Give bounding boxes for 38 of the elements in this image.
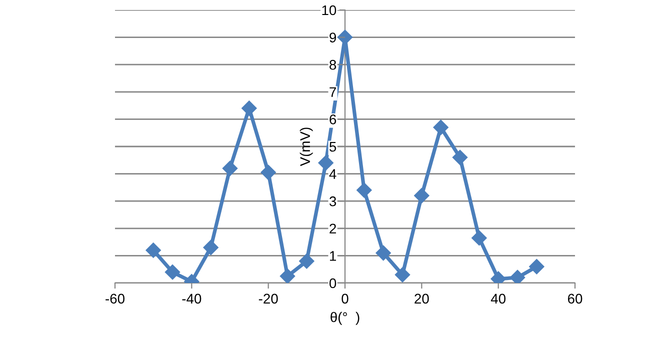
x-axis-title: θ(° ) (330, 312, 360, 325)
point (529, 259, 544, 274)
y-tick-label: 9 (330, 32, 336, 42)
y-tick-label: 7 (330, 87, 336, 97)
point (414, 188, 430, 204)
y-tick-label: 6 (330, 114, 336, 124)
point (280, 268, 296, 283)
point (299, 254, 314, 269)
x-tick-label: 0 (342, 294, 348, 304)
y-tick-label: 1 (330, 251, 336, 261)
point (510, 270, 526, 283)
point (376, 245, 391, 261)
y-tick-label: 0 (329, 278, 336, 288)
x-tick-label: 60 (568, 294, 582, 304)
y-tick-label: 5 (330, 142, 336, 152)
point (242, 100, 257, 116)
point (164, 264, 180, 280)
point (222, 160, 238, 176)
y-tick-label: 8 (330, 60, 336, 70)
x-tick-label: -40 (182, 294, 202, 304)
point (318, 155, 334, 170)
x-tick-label: -60 (106, 294, 124, 304)
y-tick-label: 2 (330, 224, 336, 234)
y-axis-title: V(mV) (300, 128, 313, 166)
point (356, 182, 372, 198)
point (203, 240, 218, 256)
x-tick-label: 20 (414, 294, 429, 304)
point (452, 150, 468, 165)
y-tick-label: 3 (329, 196, 336, 206)
x-tick-label: 40 (490, 294, 506, 304)
point (146, 242, 161, 258)
y-tick-label: 4 (329, 169, 336, 179)
y-tick-label: 10 (322, 5, 336, 16)
point (260, 164, 276, 180)
point (433, 120, 448, 135)
x-tick-label: -20 (258, 294, 278, 304)
point (472, 230, 487, 246)
point (394, 267, 410, 282)
